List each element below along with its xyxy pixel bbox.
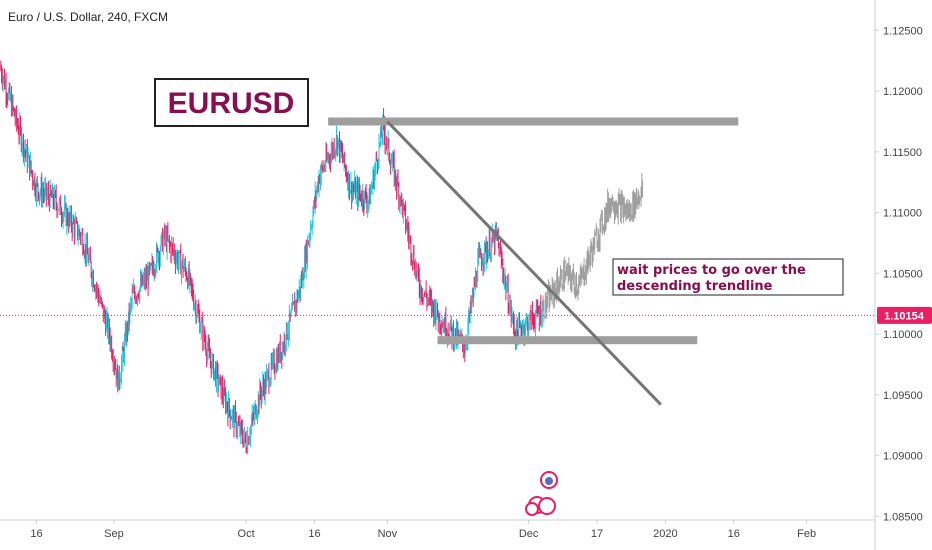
current-price-badge	[877, 306, 932, 324]
trendline-layer	[386, 120, 662, 406]
x-tick-label: 16	[30, 528, 42, 540]
event-flag-icon[interactable]	[525, 502, 539, 516]
x-tick-label: 16	[308, 528, 320, 540]
x-tick-label: Feb	[797, 528, 816, 540]
event-flag-icon[interactable]	[545, 477, 553, 485]
y-tick-label: 1.09000	[883, 451, 923, 463]
candles-layer	[0, 60, 644, 455]
x-tick-label: 16	[728, 528, 740, 540]
support-resistance-zone[interactable]	[328, 117, 739, 126]
current-price-label: 1.10154	[884, 310, 925, 322]
event-flag-icon[interactable]	[538, 497, 556, 515]
x-tick-label: Sep	[104, 528, 124, 540]
x-tick-label: Oct	[238, 528, 255, 540]
y-tick-label: 1.11500	[883, 147, 922, 159]
eurusd-label-box	[154, 78, 309, 127]
x-tick-label: Dec	[519, 528, 539, 540]
economic-event-icons[interactable]	[525, 471, 558, 516]
symbol-title: Euro / U.S. Dollar, 240, FXCM	[8, 10, 168, 24]
time-axis[interactable]: 16 Sep Oct 16 Nov Dec 17 2020 16 Feb	[30, 520, 816, 540]
y-tick-label: 1.10500	[883, 268, 923, 280]
y-tick-label: 1.12500	[883, 25, 923, 37]
x-tick-label: 17	[591, 528, 603, 540]
support-resistance-zone[interactable]	[437, 336, 698, 345]
note-line-1: wait prices to go over the	[617, 263, 806, 278]
note-line-2: descending trendline	[617, 279, 773, 294]
y-tick-label: 1.11000	[883, 208, 922, 220]
y-tick-label: 1.10000	[883, 329, 923, 341]
eurusd-label: EURUSD	[168, 87, 295, 120]
note-box	[612, 258, 844, 296]
x-tick-label: Nov	[378, 528, 398, 540]
y-tick-label: 1.12000	[883, 86, 923, 98]
y-tick-label: 1.09500	[883, 390, 923, 402]
price-axis[interactable]: 1.12500 1.12000 1.11500 1.11000 1.10500 1.100…	[875, 25, 923, 523]
zones-layer	[328, 117, 739, 345]
x-tick-label: 2020	[653, 528, 677, 540]
descending-trendline[interactable]	[386, 120, 662, 406]
y-tick-label: 1.08500	[883, 511, 923, 523]
